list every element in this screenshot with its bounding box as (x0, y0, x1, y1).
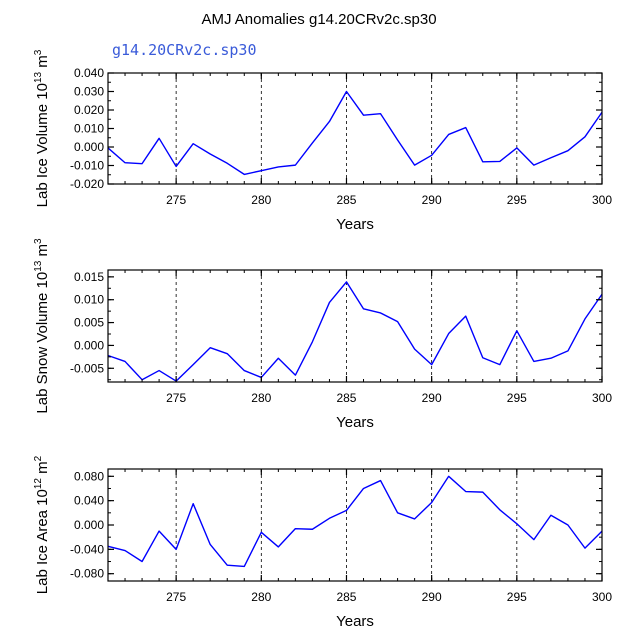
y-tick-label: -0.020 (70, 177, 104, 191)
y-tick-label: -0.005 (70, 361, 104, 375)
y-tick-label: -0.080 (70, 567, 104, 581)
y-axis-title-part: m (34, 55, 51, 72)
x-tick-label: 295 (507, 193, 527, 207)
x-tick-label: 280 (251, 193, 271, 207)
y-axis-title-part: m (34, 244, 51, 261)
x-tick-label: 300 (592, 193, 612, 207)
x-tick-label: 300 (592, 391, 612, 405)
y-axis-title-exponent: 13 (33, 260, 44, 272)
y-tick-label: 0.040 (74, 66, 104, 80)
x-tick-label: 275 (166, 193, 186, 207)
y-tick-label: 0.040 (74, 494, 104, 508)
y-tick-label: 0.010 (74, 122, 104, 136)
y-tick-label: 0.000 (74, 518, 104, 532)
data-line (107, 281, 603, 382)
plot-frame (107, 269, 603, 383)
y-axis-title-part: m (34, 461, 51, 478)
y-tick-label: 0.010 (74, 293, 104, 307)
y-axis-title-part: Lab Ice Volume 10 (34, 83, 51, 207)
y-axis-title: Lab Ice Volume 1013 m3 (33, 49, 51, 207)
y-tick-label: 0.030 (74, 85, 104, 99)
y-axis-title-exponent: 12 (33, 478, 44, 490)
y-tick-label: -0.040 (70, 542, 104, 556)
y-tick-label: 0.000 (74, 140, 104, 154)
data-line (107, 475, 603, 568)
chart-panel-2: 275 280 285 290 295 300 -0.005 0.000 0.005 0.010 0… (33, 238, 612, 431)
x-tick-label: 280 (251, 590, 271, 604)
y-axis-title: Lab Snow Volume 1013 m3 (33, 238, 51, 414)
y-axis-title-exponent: 3 (33, 238, 44, 244)
x-axis-title: Years (336, 613, 374, 630)
data-line (107, 90, 603, 176)
x-tick-label: 300 (592, 590, 612, 604)
subtitle: g14.20CRv2c.sp30 (112, 41, 257, 59)
y-tick-label: 0.080 (74, 469, 104, 483)
x-tick-label: 275 (166, 391, 186, 405)
y-axis-title-part: Lab Ice Area 10 (34, 489, 51, 594)
chart-panel-3: 275 280 285 290 295 300 -0.080 -0.040 0.000 0.040… (33, 455, 612, 630)
y-tick-label: -0.010 (70, 159, 104, 173)
y-tick-label: 0.020 (74, 103, 104, 117)
chart-panel-1: 275 280 285 290 295 300 -0.020 -0.010 0.000 0.010… (33, 49, 612, 233)
panels: 275 280 285 290 295 300 -0.020 -0.010 0.000 0.010… (33, 49, 612, 630)
x-tick-label: 290 (422, 590, 442, 604)
x-tick-label: 280 (251, 391, 271, 405)
y-axis-title: Lab Ice Area 1012 m2 (33, 455, 51, 594)
x-tick-label: 290 (422, 391, 442, 405)
x-tick-label: 290 (422, 193, 442, 207)
x-tick-label: 285 (336, 590, 356, 604)
x-axis-title: Years (336, 216, 374, 233)
x-tick-label: 285 (336, 391, 356, 405)
main-title: AMJ Anomalies g14.20CRv2c.sp30 (201, 11, 436, 28)
x-tick-label: 295 (507, 590, 527, 604)
x-tick-label: 275 (166, 590, 186, 604)
y-axis-title-exponent: 2 (33, 455, 44, 461)
y-axis-title-exponent: 3 (33, 49, 44, 55)
x-tick-label: 295 (507, 391, 527, 405)
x-tick-label: 285 (336, 193, 356, 207)
y-tick-label: 0.015 (74, 270, 104, 284)
y-axis-title-part: Lab Snow Volume 10 (34, 272, 51, 414)
y-tick-label: 0.000 (74, 338, 104, 352)
x-axis-title: Years (336, 414, 374, 431)
y-axis-title-exponent: 13 (33, 71, 44, 83)
y-tick-label: 0.005 (74, 316, 104, 330)
